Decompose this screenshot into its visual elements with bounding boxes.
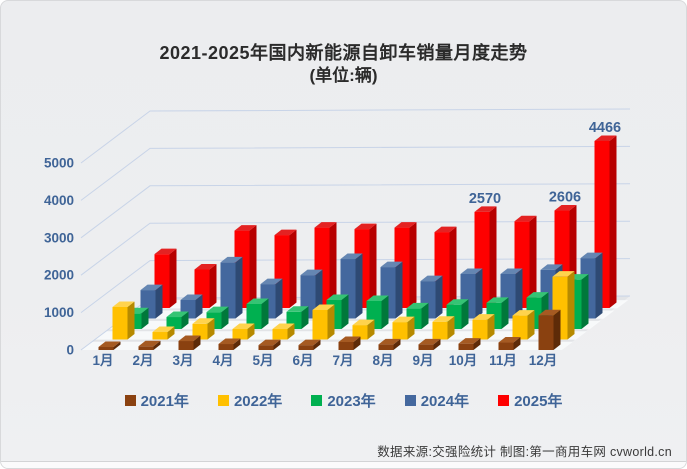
x-tick-12月: 12月 bbox=[529, 353, 558, 368]
x-tick-10月: 10月 bbox=[449, 353, 478, 368]
legend-swatch-2024年 bbox=[404, 395, 416, 406]
legend-label-2024年: 2024年 bbox=[420, 393, 470, 410]
legend-swatch-2021年 bbox=[124, 395, 136, 406]
data-label-2606: 2606 bbox=[549, 190, 581, 206]
legend-swatch-2022年 bbox=[217, 395, 229, 406]
y-tick-1000: 1000 bbox=[44, 305, 74, 320]
bar-2022年-10月 bbox=[472, 314, 495, 340]
legend-swatch-2023年 bbox=[311, 395, 323, 406]
x-tick-7月: 7月 bbox=[332, 353, 353, 368]
bar-2022年-6月 bbox=[312, 304, 335, 340]
bar-2023年-4月 bbox=[246, 298, 269, 329]
bar-2022年-4月 bbox=[232, 323, 255, 340]
bar-2021年-9月 bbox=[418, 338, 441, 350]
x-tick-8月: 8月 bbox=[372, 353, 393, 368]
chart-title: 2021-2025年国内新能源自卸车销量月度走势 (单位:辆) bbox=[1, 41, 686, 87]
bar-2021年-12月 bbox=[538, 309, 561, 350]
legend-label-2025年: 2025年 bbox=[514, 393, 563, 410]
x-tick-1月: 1月 bbox=[92, 353, 113, 368]
y-tick-2000: 2000 bbox=[44, 268, 74, 283]
legend-item-2023年: 2023年 bbox=[311, 390, 376, 411]
y-tick-5000: 5000 bbox=[44, 156, 74, 171]
x-tick-4月: 4月 bbox=[212, 353, 233, 368]
legend-item-2021年: 2021年 bbox=[124, 390, 189, 411]
data-label-4466: 4466 bbox=[589, 120, 621, 136]
x-tick-2月: 2月 bbox=[132, 353, 153, 368]
floor-strip bbox=[94, 331, 587, 340]
x-tick-5月: 5月 bbox=[252, 353, 273, 368]
bar-2022年-5月 bbox=[272, 323, 295, 340]
bar-2022年-11月 bbox=[512, 310, 535, 340]
bar-2021年-10月 bbox=[458, 338, 481, 350]
chart-title-unit: (单位:辆) bbox=[309, 66, 378, 85]
legend-item-2025年: 2025年 bbox=[498, 390, 562, 411]
bar-2024年-7月 bbox=[380, 261, 403, 319]
legend-label-2021年: 2021年 bbox=[140, 393, 189, 410]
bar-2023年-7月 bbox=[366, 295, 389, 329]
x-tick-6月: 6月 bbox=[292, 353, 313, 368]
gridline-2000 bbox=[80, 220, 631, 276]
data-label-2570: 2570 bbox=[469, 191, 501, 207]
bar-2021年-11月 bbox=[498, 337, 521, 350]
legend-label-2022年: 2022年 bbox=[233, 393, 283, 410]
bar-2023年-2月 bbox=[166, 311, 189, 329]
legend-swatch-2025年 bbox=[498, 395, 510, 406]
x-tick-9月: 9月 bbox=[412, 353, 433, 368]
x-tick-11月: 11月 bbox=[489, 353, 517, 368]
y-tick-4000: 4000 bbox=[44, 193, 74, 208]
gridline-3000 bbox=[80, 183, 631, 239]
gridline-1000 bbox=[80, 258, 631, 313]
bar-2022年-9月 bbox=[432, 316, 455, 340]
bottom-strip bbox=[1, 461, 686, 468]
chart-title-line1: 2021-2025年国内新能源自卸车销量月度走势 bbox=[159, 43, 528, 63]
y-tick-0: 0 bbox=[66, 343, 74, 358]
gridline-4000 bbox=[80, 145, 631, 201]
floor-strip bbox=[81, 341, 573, 350]
bar-2022年-8月 bbox=[392, 316, 415, 340]
x-tick-3月: 3月 bbox=[172, 353, 193, 368]
chart-legend: 2021年 2022年 2023年 2024年 2025年 bbox=[1, 390, 686, 411]
bar-2021年-5月 bbox=[258, 339, 281, 350]
source-credit: 数据来源:交强险统计 制图:第一商用车网 cvworld.cn bbox=[377, 445, 672, 459]
y-tick-3000: 3000 bbox=[44, 230, 74, 245]
bar-2022年-2月 bbox=[152, 326, 175, 340]
bar-2024年-3月 bbox=[220, 256, 243, 319]
bar-2021年-6月 bbox=[298, 339, 321, 350]
bar-2021年-4月 bbox=[218, 338, 241, 350]
bar-2021年-8月 bbox=[378, 338, 401, 350]
bar-2021年-1月 bbox=[98, 341, 121, 350]
bar-2021年-3月 bbox=[178, 335, 201, 350]
legend-item-2022年: 2022年 bbox=[217, 390, 283, 411]
legend-label-2023年: 2023年 bbox=[327, 393, 376, 410]
legend-item-2024年: 2024年 bbox=[404, 390, 470, 411]
bar-2021年-2月 bbox=[138, 340, 161, 350]
bar-2022年-1月 bbox=[112, 301, 135, 340]
bar-2021年-7月 bbox=[338, 336, 361, 350]
gridline-5000 bbox=[80, 108, 631, 164]
bar-2022年-7月 bbox=[352, 319, 375, 340]
